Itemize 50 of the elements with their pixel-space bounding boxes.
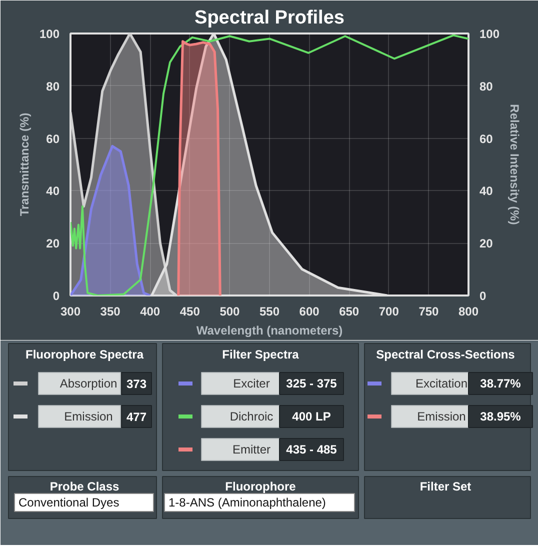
x-tick-label: 350 — [100, 304, 121, 318]
text: Exciter — [233, 376, 270, 390]
y-tick-label: 20 — [46, 236, 60, 251]
x-tick-label: 550 — [259, 304, 280, 318]
text: Probe Class — [50, 480, 120, 494]
text: 435 - 485 — [286, 442, 338, 456]
text: Filter Spectra — [222, 348, 300, 362]
text: Filter Set — [420, 480, 472, 494]
text: Spectral Cross-Sections — [376, 348, 516, 362]
text: 1-8-ANS (Aminonaphthalene) — [168, 496, 326, 510]
text: 373 — [126, 377, 147, 391]
x-tick-label: 600 — [299, 304, 320, 318]
x-tick-label: 650 — [339, 304, 360, 318]
y2-tick-label: 100 — [480, 27, 500, 41]
y2-axis-title: Relative Intensity (%) — [508, 104, 522, 225]
x-tick-label: 300 — [60, 304, 81, 318]
x-tick-label: 450 — [180, 304, 200, 318]
text: Dichroic — [230, 410, 274, 424]
text: Excitation — [415, 376, 468, 390]
y2-tick-label: 80 — [480, 79, 494, 94]
y-tick-label: 0 — [52, 289, 60, 303]
x-tick-label: 700 — [378, 304, 400, 318]
y-tick-label: 100 — [39, 27, 60, 41]
y2-tick-label: 60 — [480, 132, 494, 146]
y-axis-title: Transmittance (%) — [17, 112, 32, 216]
text: 38.95% — [480, 410, 522, 424]
x-tick-label: 800 — [458, 304, 479, 318]
text: 38.77% — [480, 376, 522, 390]
text: 477 — [126, 410, 147, 424]
text: 325 - 375 — [286, 376, 338, 390]
text: Fluorophore Spectra — [25, 348, 144, 362]
y-tick-label: 40 — [46, 184, 60, 198]
chart-title: Spectral Profiles — [194, 8, 344, 28]
y2-tick-label: 0 — [480, 289, 486, 303]
text: Absorption — [60, 376, 118, 390]
y2-tick-label: 40 — [480, 184, 494, 198]
x-tick-label: 400 — [140, 304, 160, 318]
x-axis-title: Wavelength (nanometers) — [196, 324, 343, 338]
y-tick-label: 80 — [46, 79, 60, 94]
line-series — [70, 34, 468, 296]
text: Conventional Dyes — [18, 496, 120, 510]
x-tick-label: 500 — [220, 304, 240, 318]
text: Emitter — [232, 442, 271, 456]
text: 400 LP — [292, 410, 331, 424]
text: Emission — [64, 410, 113, 424]
y2-tick-label: 20 — [480, 236, 494, 251]
text: Fluorophore — [225, 480, 296, 494]
text: Emission — [417, 410, 466, 424]
y-tick-label: 60 — [46, 132, 60, 146]
x-tick-label: 750 — [418, 304, 440, 318]
